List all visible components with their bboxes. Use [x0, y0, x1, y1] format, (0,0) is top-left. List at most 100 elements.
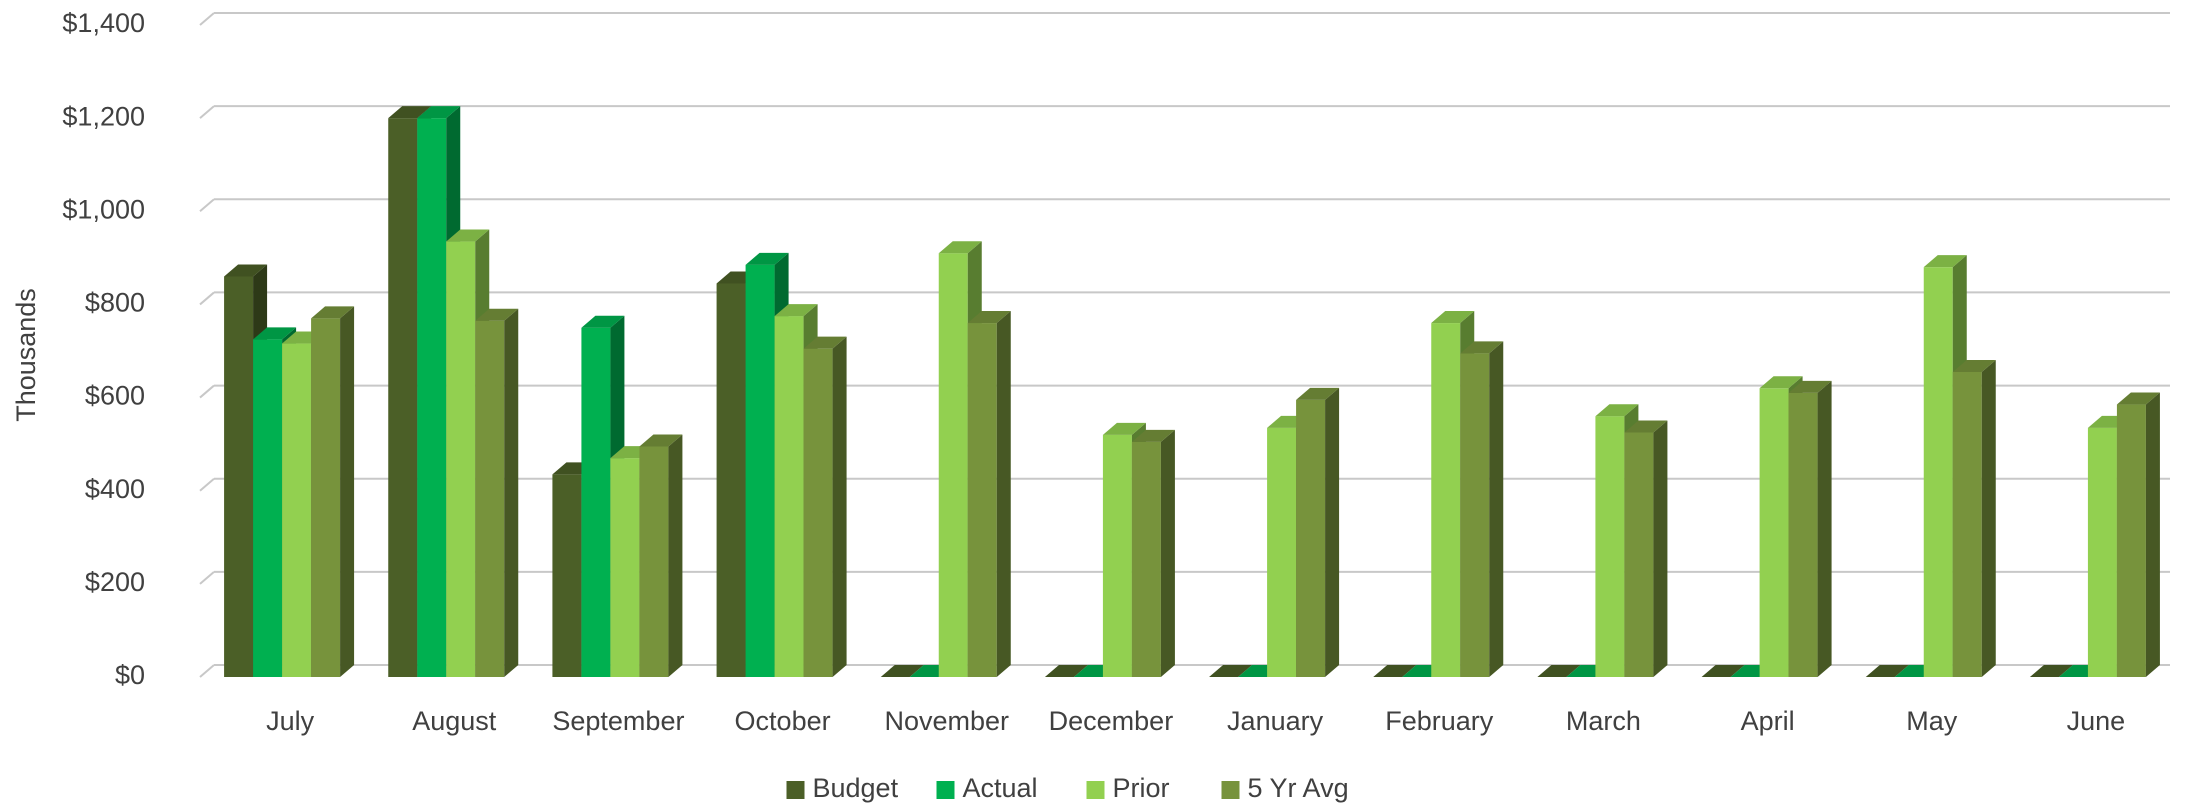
bar-front — [253, 339, 283, 677]
bar-side — [340, 306, 355, 677]
bar-front — [1267, 427, 1297, 677]
bar — [1209, 665, 1253, 677]
bar-top — [1431, 311, 1475, 324]
bar-front — [552, 474, 582, 677]
x-tick-label: March — [1566, 706, 1641, 736]
bar-front — [1296, 399, 1326, 677]
legend-swatch — [1221, 781, 1240, 799]
bar — [311, 306, 355, 677]
y-tick-label: $1,400 — [62, 8, 145, 38]
bar — [475, 308, 519, 677]
bar — [803, 336, 847, 677]
bar-front — [1759, 388, 1789, 677]
x-tick-label: September — [552, 706, 684, 736]
grid-line — [199, 12, 215, 26]
bar-top — [1595, 404, 1639, 417]
bar-top — [774, 304, 818, 317]
bar-front — [581, 327, 611, 677]
bar-side — [2145, 392, 2160, 677]
bar-top — [253, 327, 297, 340]
bar-front — [1624, 432, 1654, 677]
bar — [1701, 665, 1745, 677]
x-tick-label: December — [1049, 706, 1174, 736]
bar-top — [1952, 359, 1996, 372]
bar-side — [1325, 387, 1340, 677]
bar-top — [1624, 420, 1668, 433]
y-tick-label: $600 — [85, 381, 145, 411]
bar-top — [967, 311, 1011, 324]
grid-line — [199, 198, 215, 213]
bar-top — [311, 306, 355, 319]
x-tick-label: October — [735, 706, 831, 736]
bar-top — [1701, 665, 1745, 677]
bar — [1865, 665, 1909, 677]
x-tick-label: July — [266, 706, 315, 736]
x-tick-label: November — [884, 706, 1009, 736]
bar-top — [1373, 665, 1417, 677]
bar-top — [938, 241, 982, 254]
bar-top — [639, 434, 683, 447]
bar-front — [224, 276, 254, 677]
y-tick-label: $1,000 — [62, 194, 145, 224]
x-tick-label: August — [412, 706, 497, 736]
bar-top — [745, 252, 789, 265]
bar-top — [1923, 255, 1967, 268]
bar-side — [504, 308, 519, 677]
bar-front — [774, 316, 804, 677]
bar — [1788, 380, 1832, 677]
bar-front — [938, 253, 968, 677]
bar — [1373, 665, 1417, 677]
bar-side — [668, 434, 683, 677]
bar-top — [388, 106, 432, 119]
bar — [1044, 665, 1088, 677]
legend-swatch — [936, 781, 955, 799]
bar-top — [446, 229, 490, 242]
bar-side — [1981, 359, 1996, 677]
bar-front — [610, 458, 640, 677]
bar-side — [832, 336, 847, 677]
bar-front — [803, 348, 833, 677]
grid-line — [199, 664, 215, 678]
bar-front — [1952, 371, 1982, 677]
bar-top — [1296, 387, 1340, 400]
bar — [1537, 665, 1581, 677]
bar-front — [2087, 427, 2117, 677]
bar-top — [224, 264, 268, 277]
y-tick-label: $800 — [85, 288, 145, 318]
legend-label: 5 Yr Avg — [1248, 773, 1349, 803]
bar-top — [1209, 665, 1253, 677]
bar-top — [803, 336, 847, 349]
bar-front — [388, 118, 418, 677]
bar — [1131, 429, 1175, 677]
bar-front — [639, 446, 669, 677]
bar — [639, 434, 683, 677]
x-tick-label: June — [2067, 706, 2126, 736]
x-tick-label: April — [1741, 706, 1795, 736]
grid-line — [199, 571, 215, 585]
grid-line — [199, 477, 215, 492]
bar-top — [475, 308, 519, 321]
bar-front — [475, 320, 505, 677]
x-tick-label: February — [1385, 706, 1494, 736]
y-axis-title: Thousands — [11, 288, 41, 422]
bar-top — [880, 665, 924, 677]
bar — [1952, 359, 1996, 677]
bar-front — [446, 241, 476, 678]
grid-line — [199, 291, 215, 306]
bar — [1624, 420, 1668, 677]
x-tick-label: January — [1227, 706, 1324, 736]
bar-front — [1460, 353, 1490, 677]
bar-front — [2116, 404, 2146, 677]
legend-label: Actual — [963, 773, 1038, 803]
grid-line — [199, 384, 215, 399]
bar-front — [716, 283, 746, 677]
grid-line — [199, 105, 215, 119]
legend-label: Budget — [813, 773, 899, 803]
bar-top — [1865, 665, 1909, 677]
bar-front — [745, 264, 775, 677]
bar-top — [1102, 422, 1146, 435]
bar-front — [1131, 441, 1161, 677]
bar — [880, 665, 924, 677]
legend-label: Prior — [1113, 773, 1170, 803]
